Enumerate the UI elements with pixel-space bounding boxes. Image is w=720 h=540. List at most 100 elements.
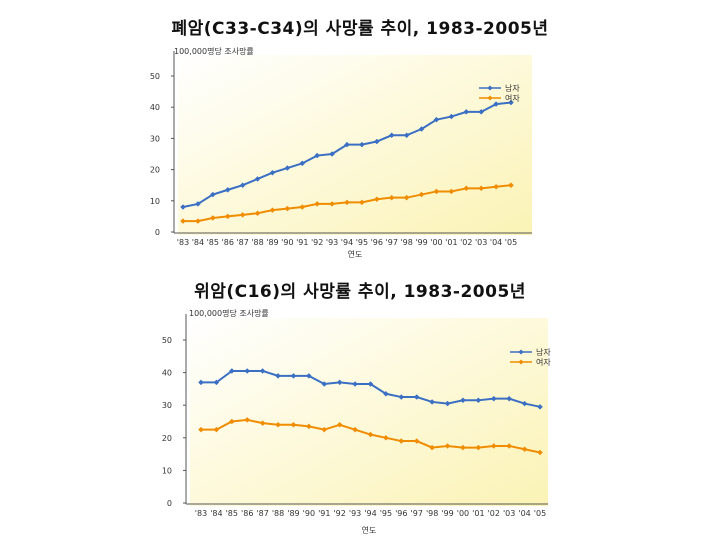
lung-series-1-point	[493, 183, 499, 190]
stomach-series-1-point	[429, 444, 435, 451]
stomach-series-1-point	[490, 443, 497, 449]
lung-y-axis-label: 100,000명당 조사망률	[174, 46, 254, 56]
lung-x-tick-label: '97	[386, 238, 398, 247]
lung-y-tick-label: 20	[150, 166, 160, 175]
stomach-series-0-point	[213, 379, 220, 386]
lung-x-tick-label: '96	[371, 238, 383, 247]
stomach-x-tick-label: '90	[303, 509, 315, 518]
lung-series-0-point	[314, 152, 321, 159]
stomach-series-1-point	[228, 418, 235, 425]
lung-legend-marker-0	[487, 85, 493, 91]
stomach-series-0-point	[244, 368, 251, 374]
stomach-series-1-point	[290, 421, 297, 428]
lung-series-1-point	[269, 207, 276, 214]
lung-series-0-point	[433, 116, 440, 123]
lung-x-tick-label: '87	[236, 238, 248, 247]
lung-series-0-point	[239, 182, 246, 189]
stomach-series-1-point	[321, 426, 328, 433]
lung-series-1-point	[329, 201, 335, 207]
lung-series-0-point	[329, 151, 335, 157]
stomach-x-tick-label: '03	[503, 509, 515, 518]
lung-series-0-point	[478, 109, 485, 115]
lung-x-tick-label: '91	[296, 238, 308, 247]
stomach-series-1-point	[506, 443, 513, 449]
lung-y-tick-label: 50	[150, 72, 160, 81]
stomach-series-0-point	[306, 373, 312, 379]
lung-series-0-point	[299, 160, 306, 167]
lung-x-tick-label: '89	[266, 238, 278, 247]
stomach-legend-marker-1	[518, 359, 524, 365]
lung-series-1-point	[433, 188, 440, 195]
stomach-x-tick-label: '88	[272, 509, 284, 518]
lung-series-0-point	[403, 132, 410, 139]
stomach-series-0-point	[352, 381, 358, 387]
stomach-y-tick-label: 10	[162, 466, 172, 475]
stomach-series-0-point	[259, 368, 266, 374]
stomach-series-1-point	[475, 444, 482, 451]
lung-x-tick-label: '05	[505, 238, 517, 247]
lung-x-tick-label: '00	[430, 238, 442, 247]
stomach-y-tick-label: 30	[162, 401, 172, 410]
stomach-series-1-point	[352, 426, 358, 433]
stomach-y-axis-label: 100,000명당 조사망률	[189, 308, 269, 318]
stomach-series-0-point	[429, 399, 435, 405]
lung-series-0-point	[388, 132, 395, 139]
stomach-series-1-point	[460, 444, 466, 451]
stomach-series-1-point	[383, 434, 389, 441]
lung-x-tick-label: '85	[207, 238, 219, 247]
stomach-series-0-point	[290, 373, 297, 379]
lung-series-1-point	[344, 199, 350, 206]
lung-series-1-point	[418, 191, 425, 198]
lung-x-tick-label: '84	[192, 238, 204, 247]
stomach-series-0-point	[460, 397, 466, 404]
lung-series-1-point	[209, 215, 216, 221]
lung-series-0-point	[284, 165, 291, 171]
stomach-series-1-point	[275, 421, 281, 428]
stomach-x-tick-label: '02	[488, 509, 500, 518]
lung-series-1-point	[180, 218, 186, 224]
stomach-series-1-point	[537, 449, 543, 456]
stomach-x-tick-label: '97	[411, 509, 423, 518]
stomach-series-0-point	[521, 400, 528, 407]
lung-series-1-point	[373, 196, 380, 203]
stomach-series-0-point	[198, 379, 204, 386]
lung-y-tick-label: 40	[150, 103, 160, 112]
lung-x-tick-label: '94	[341, 238, 353, 247]
lung-x-tick-label: '90	[281, 238, 293, 247]
lung-legend-label-0: 남자	[505, 84, 520, 93]
lung-series-1-point	[224, 213, 231, 220]
stomach-series-0-point	[537, 403, 543, 410]
stomach-x-tick-label: '87	[256, 509, 268, 518]
stomach-x-tick-label: '01	[472, 509, 484, 518]
lung-series-0-point	[508, 99, 514, 106]
lung-series-1-point	[195, 218, 201, 224]
stomach-x-tick-label: '91	[318, 509, 330, 518]
lung-series-1-point	[314, 201, 321, 207]
stomach-x-tick-label: '94	[364, 509, 376, 518]
stomach-series-0-point	[444, 400, 451, 407]
stomach-x-tick-label: '93	[349, 509, 361, 518]
lung-series-1-point	[254, 210, 261, 217]
lung-series-1-point	[299, 204, 306, 210]
lung-x-axis-label: 연도	[348, 250, 363, 259]
stomach-y-tick-label: 50	[162, 336, 172, 345]
stomach-y-tick-label: 20	[162, 434, 172, 443]
stomach-series-0-point	[475, 397, 482, 404]
lung-x-tick-label: '98	[400, 238, 412, 247]
lung-x-tick-label: '83	[177, 238, 189, 247]
lung-legend-marker-1	[487, 95, 493, 101]
lung-x-tick-label: '88	[251, 238, 263, 247]
lung-x-tick-label: '86	[222, 238, 234, 247]
chart-title-lung: 폐암(C33-C34)의 사망률 추이, 1983-2005년	[171, 19, 549, 39]
stomach-series-1-point	[398, 438, 405, 444]
stomach-series-1-point	[259, 420, 266, 426]
stomach-x-tick-label: '95	[380, 509, 392, 518]
lung-series-0-point	[195, 201, 201, 207]
lung-series-1-point	[403, 194, 410, 201]
stomach-x-tick-label: '92	[333, 509, 345, 518]
lung-x-tick-label: '01	[445, 238, 457, 247]
lung-x-tick-label: '04	[490, 238, 502, 247]
lung-series-0-point	[493, 101, 499, 107]
stomach-series-1-point	[336, 421, 343, 428]
stomach-series-0-point	[275, 373, 281, 379]
